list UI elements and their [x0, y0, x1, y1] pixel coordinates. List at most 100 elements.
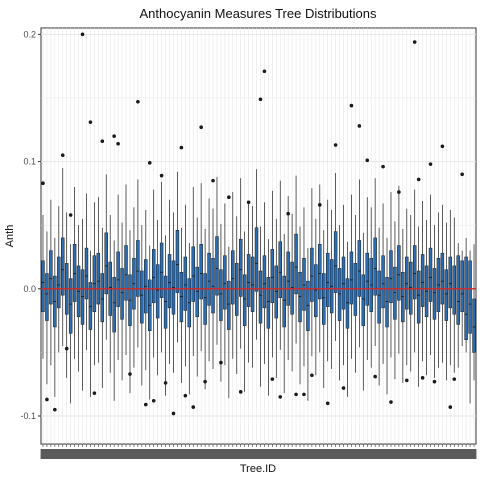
tree-box [325, 199, 330, 362]
tree-box [270, 190, 275, 358]
tree-box [72, 187, 77, 359]
box-iqr [448, 256, 453, 309]
tree-box [61, 167, 65, 347]
x-tick-label [80, 449, 85, 459]
x-tick-label [262, 449, 267, 459]
box-iqr [389, 250, 393, 304]
tree-box [116, 194, 120, 361]
outlier-point [373, 374, 377, 379]
outlier-point [278, 395, 283, 399]
tree-box [464, 237, 468, 353]
box-iqr [104, 232, 108, 295]
outlier-point [349, 103, 354, 108]
x-tick-label [424, 449, 429, 459]
box-iqr [325, 252, 330, 307]
x-tick-label [254, 449, 259, 459]
chart-title: Anthocyanin Measures Tree Distributions [139, 6, 377, 21]
x-tick-label [352, 449, 358, 459]
tree-box [377, 227, 381, 386]
x-tick-label [309, 449, 315, 459]
x-tick-label [432, 449, 437, 459]
box-iqr [428, 247, 433, 302]
x-tick-label [360, 449, 366, 459]
tree-box [333, 173, 338, 341]
tree-box [88, 250, 93, 397]
outlier-point [116, 141, 120, 146]
x-tick-label [119, 449, 125, 459]
outlier-point [143, 402, 148, 407]
tree-box [436, 212, 441, 368]
x-tick-label [273, 449, 279, 459]
box-iqr [112, 277, 116, 333]
tree-box [365, 197, 369, 361]
box-iqr [385, 277, 389, 328]
x-tick-label [190, 449, 196, 459]
tree-box [424, 220, 429, 376]
tree-box [191, 187, 195, 357]
outlier-point [310, 373, 314, 378]
outlier-point [452, 377, 457, 381]
x-tick-label [317, 449, 323, 459]
x-tick-label [127, 449, 133, 459]
x-tick-label [175, 449, 180, 459]
tree-box [238, 178, 243, 349]
tree-box [227, 246, 231, 399]
outlier-point [448, 405, 453, 409]
box-iqr [397, 245, 401, 301]
y-axis-ticks: -0.1 0.0 0.1 0.2 [20, 29, 41, 421]
x-tick-label [388, 449, 394, 459]
outlier-point [112, 134, 116, 138]
x-tick-label [84, 449, 89, 459]
tree-box [211, 208, 215, 369]
tree-box [76, 225, 81, 372]
x-tick-label [467, 449, 473, 459]
box-iqr [159, 242, 164, 298]
x-tick-label [250, 449, 255, 459]
tree-box [104, 174, 108, 340]
x-tick-label [404, 449, 410, 459]
outlier-point [397, 190, 401, 194]
tree-box [278, 180, 282, 350]
tree-box [318, 184, 322, 353]
box-iqr [274, 265, 279, 319]
outlier-point [203, 379, 207, 384]
tree-box [420, 201, 425, 362]
x-tick-label [277, 449, 283, 459]
box-iqr [124, 245, 128, 301]
tree-box [416, 226, 421, 387]
x-tick-label [194, 449, 200, 459]
y-tick-label: 0.2 [23, 29, 36, 39]
tree-box [381, 203, 385, 364]
x-tick-label [443, 449, 449, 459]
outlier-point [227, 195, 231, 199]
tree-box [337, 225, 342, 381]
tree-box [405, 208, 409, 366]
box-iqr [357, 240, 362, 297]
x-tick-label [269, 449, 275, 459]
x-tick-label [230, 449, 236, 459]
x-tick-label [333, 449, 339, 459]
x-tick-label [171, 449, 176, 459]
x-tick-label [238, 449, 244, 459]
x-tick-label [301, 449, 307, 459]
tree-box [246, 201, 251, 363]
tree-box [345, 241, 350, 397]
tree-box [472, 244, 476, 381]
box-iqr [136, 240, 140, 297]
box-iqr [298, 272, 302, 323]
y-tick-label: -0.1 [20, 411, 36, 421]
box-iqr [294, 233, 298, 295]
x-tick-label [380, 449, 386, 459]
box-iqr [116, 251, 120, 307]
x-tick-label [349, 449, 354, 459]
box-iqr [195, 266, 199, 318]
outlier-point [199, 125, 203, 130]
tree-box [207, 198, 211, 362]
y-tick-label: 0.0 [23, 284, 36, 294]
tree-box [124, 184, 128, 355]
x-tick-label [186, 449, 192, 459]
outlier-point [420, 376, 425, 380]
box-iqr [183, 256, 188, 311]
x-tick-label [420, 449, 426, 459]
